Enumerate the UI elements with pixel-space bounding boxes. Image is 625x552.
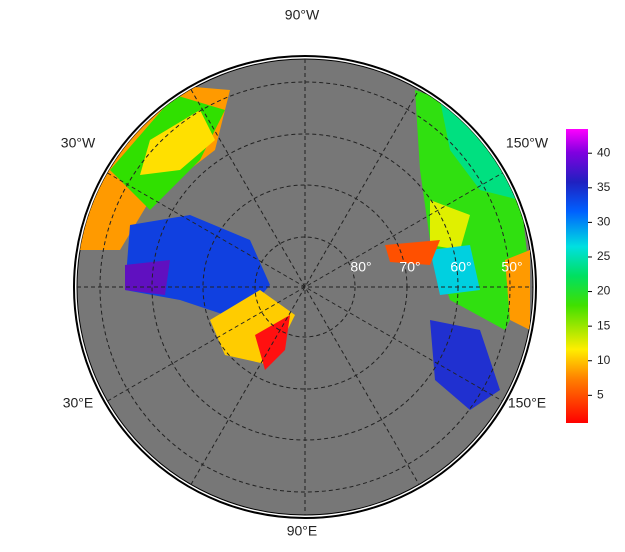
map-border [73,55,537,519]
latitude-label: 50° [501,259,522,275]
longitude-label: 150°W [506,135,549,151]
field-patch [125,260,170,295]
field-patch [430,245,480,295]
longitude-label: 150°E [508,395,546,411]
latitude-label: 70° [399,259,420,275]
graticule [77,59,533,515]
colorbar-tick-label: 5 [597,388,604,402]
meridian [190,89,420,485]
colorbar-tick-label: 35 [597,180,611,194]
longitude-label: 30°W [61,135,96,151]
field-patch [430,200,470,250]
longitude-label: 90°E [287,523,318,539]
latitude-label: 60° [450,259,471,275]
colorbar [566,129,588,423]
colorbar-tick-label: 10 [597,353,611,367]
longitude-label: 90°W [285,7,320,23]
labels: 90°W 30°W 150°W 30°E 150°E 90°E 80° 70° 60° 50° 5 1… [61,7,611,539]
colorbar-tick-label: 20 [597,284,611,298]
colorbar-tick-label: 25 [597,249,611,263]
latitude-label: 80° [350,259,371,275]
longitude-label: 30°E [63,395,94,411]
latitude-circle [99,81,511,493]
colorbar-tick-label: 30 [597,215,611,229]
field-patch [140,110,215,175]
field-patch [505,250,530,330]
colorbar-tick-label: 40 [597,145,611,159]
colorbar-tick-label: 15 [597,318,611,332]
field-patch [440,100,520,200]
